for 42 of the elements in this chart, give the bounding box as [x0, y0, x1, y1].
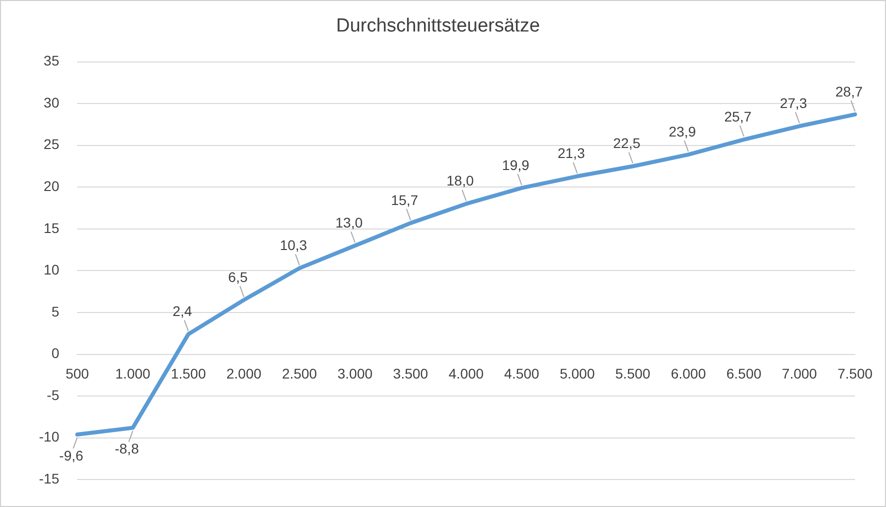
- data-label: 19,9: [502, 156, 530, 173]
- y-tick-label: 0: [51, 345, 60, 362]
- x-tick-label: 6.500: [726, 366, 762, 382]
- x-tick-label: 1.500: [170, 366, 206, 382]
- x-tick-label: 3.500: [393, 366, 428, 382]
- x-tick-label: 1.000: [115, 366, 151, 382]
- data-label: -8,8: [114, 440, 140, 457]
- data-label: 10,3: [280, 237, 308, 254]
- x-tick-label: 2.000: [226, 366, 262, 382]
- y-tick-label: 20: [44, 178, 60, 194]
- x-tick-label: 500: [66, 366, 90, 382]
- x-tick-label: 7.000: [782, 366, 818, 382]
- y-tick-label: 10: [44, 262, 60, 278]
- y-tick-label: -10: [39, 428, 60, 445]
- y-tick-label: 35: [44, 52, 60, 69]
- data-label: 2,4: [172, 303, 192, 320]
- x-tick-label: 5.000: [560, 366, 595, 382]
- data-label: 21,3: [558, 145, 586, 162]
- data-label: 22,5: [613, 135, 641, 152]
- x-tick-label: 6.000: [670, 366, 706, 382]
- y-tick-label: 15: [44, 220, 60, 236]
- data-label: 13,0: [335, 214, 363, 230]
- data-label: 23,9: [668, 123, 696, 140]
- y-tick-label: 30: [44, 94, 60, 110]
- data-label: 6,5: [228, 268, 248, 285]
- x-tick-label: 4.000: [448, 366, 484, 382]
- data-label: -9,6: [59, 447, 84, 464]
- x-tick-label: 7.500: [837, 366, 873, 382]
- x-tick-label: 2.500: [282, 366, 318, 382]
- data-label: 28,7: [835, 83, 863, 100]
- data-label: 25,7: [724, 108, 752, 124]
- data-label: 27,3: [780, 95, 808, 111]
- data-label: 18,0: [446, 172, 474, 189]
- y-tick-label: -15: [39, 470, 60, 486]
- data-label: 15,7: [390, 192, 418, 208]
- y-tick-label: 25: [44, 136, 60, 152]
- x-tick-label: 4.500: [504, 366, 540, 382]
- x-tick-label: 5.500: [615, 366, 651, 382]
- y-tick-label: 5: [51, 303, 60, 320]
- x-tick-label: 3.000: [337, 366, 373, 382]
- chart-title: Durchschnittsteuersätze: [336, 16, 540, 37]
- y-tick-label: -5: [46, 386, 60, 403]
